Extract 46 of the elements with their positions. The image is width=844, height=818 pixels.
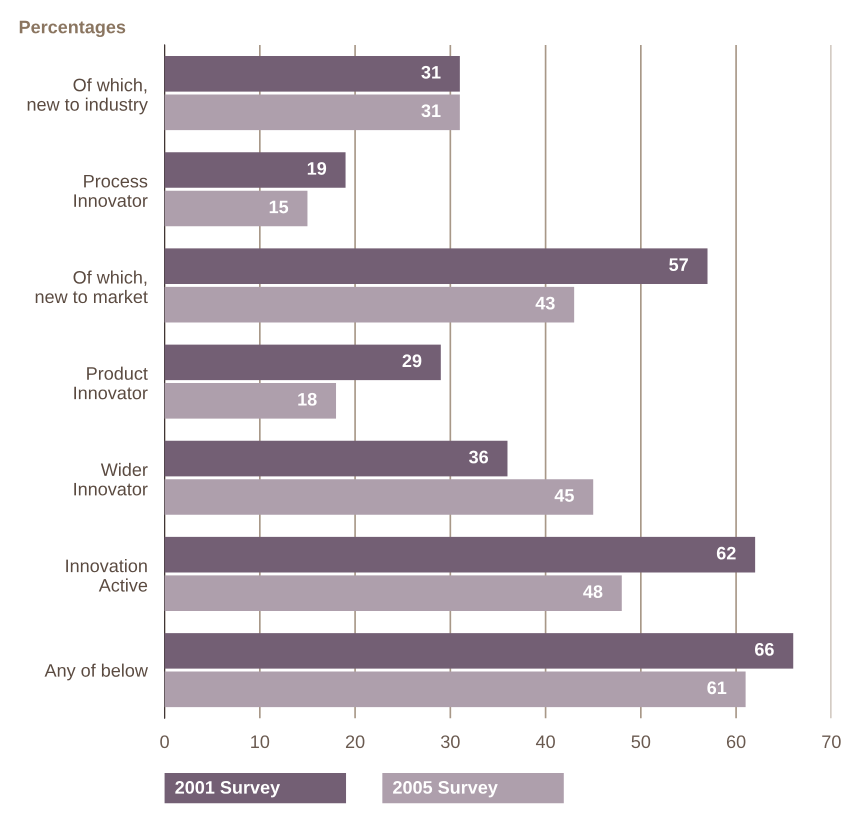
data-label: 18	[298, 392, 317, 406]
bar	[164, 479, 594, 515]
data-label: 29	[402, 354, 422, 368]
bar	[164, 633, 794, 669]
y-tick-label: Product Innovator	[74, 366, 148, 400]
x-tick-label: 50	[632, 735, 650, 748]
bar	[164, 672, 746, 708]
x-tick-label: 20	[346, 735, 364, 748]
data-label: 43	[536, 296, 555, 310]
data-label: 45	[554, 489, 574, 502]
bar	[164, 286, 574, 322]
x-tick-label: 60	[726, 735, 746, 748]
bar	[164, 575, 622, 611]
bar	[164, 56, 460, 92]
y-tick-label: Process Innovator	[74, 174, 148, 208]
bar	[164, 190, 308, 226]
y-tick-label: Of which, new to market	[36, 270, 148, 304]
x-tick-label: 40	[536, 735, 555, 748]
x-tick-label: 30	[440, 735, 460, 748]
x-tick-label: 0	[160, 735, 169, 748]
text: 2005 Survey	[393, 781, 498, 798]
bar	[164, 152, 346, 188]
bar	[164, 344, 441, 380]
data-label: 31	[421, 104, 441, 118]
bar	[164, 440, 508, 476]
y-tick-label: Any of below	[44, 664, 148, 680]
data-label: 57	[669, 258, 688, 272]
x-tick-label: 70	[822, 735, 841, 748]
x-tick-label: 10	[251, 735, 270, 748]
bar	[164, 94, 460, 130]
data-label: 66	[755, 642, 774, 656]
bar	[164, 383, 336, 419]
y-tick-label: Of which, new to industry	[28, 78, 148, 114]
data-label: 48	[583, 585, 602, 598]
bar	[164, 536, 756, 572]
chart-title: Percentages	[20, 20, 126, 38]
data-label: 62	[716, 546, 736, 560]
y-tick-label: Wider Innovator	[74, 462, 148, 496]
data-label: 36	[469, 450, 488, 464]
data-label: 19	[308, 162, 326, 175]
data-label: 15	[270, 200, 288, 214]
text: 2001 Survey	[175, 781, 280, 798]
bar	[164, 248, 708, 284]
data-label: 61	[707, 681, 726, 694]
y-tick-label: Innovation Active	[66, 558, 148, 592]
data-label: 31	[421, 66, 441, 79]
